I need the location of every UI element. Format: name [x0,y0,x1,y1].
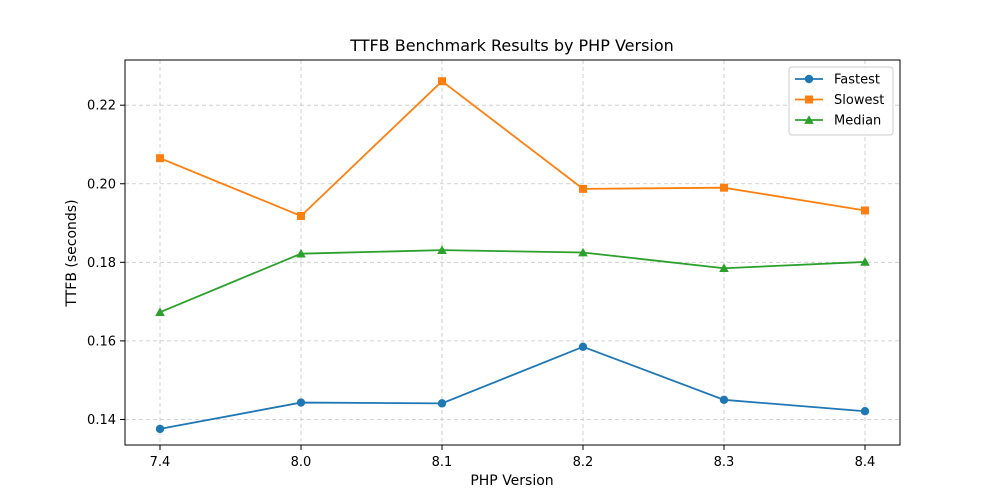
x-tick-label: 8.3 [714,455,735,470]
x-tick-label: 8.4 [855,455,876,470]
slowest-series [156,77,869,220]
y-tick-label: 0.16 [87,334,116,349]
slowest-point [438,77,446,86]
legend-fastest-label: Fastest [834,73,880,88]
fastest-series [155,342,870,434]
y-axis-label: TTFB (seconds) [64,199,80,307]
chart-title: TTFB Benchmark Results by PHP Version [349,36,674,55]
y-tick-label: 0.22 [87,99,116,114]
median-point [437,245,447,254]
legend: Fastest Slowest Median [788,66,894,136]
x-tick-label: 7.4 [150,455,171,470]
plot-area: 7.4 8.0 8.1 8.2 8.3 8.4 0.14 0.16 0.18 0.20 0.22 Fa… [87,59,901,470]
slowest-point [156,154,164,163]
y-tick-label: 0.14 [87,413,116,428]
fastest-point [155,424,165,434]
slowest-point [297,211,305,220]
x-tick-label: 8.0 [291,455,312,470]
fastest-point [578,342,588,351]
fastest-point [296,398,306,407]
median-line [159,249,866,314]
y-tick-label: 0.18 [87,256,116,271]
legend-fastest-marker [804,74,814,84]
median-point [578,247,588,257]
slowest-point [720,183,728,192]
legend-slowest-marker [805,95,813,104]
fastest-point [437,399,447,408]
median-point [860,257,870,266]
plot-frame [124,59,901,446]
legend-median-marker [804,115,814,124]
fastest-point [860,407,870,416]
median-point [719,263,729,273]
slowest-point [579,184,587,193]
legend-median-label: Median [834,114,881,129]
median-point [296,248,306,258]
fastest-point [719,395,729,405]
x-axis-label: PHP Version [470,473,553,489]
median-point [155,307,165,317]
y-tick-label: 0.20 [87,177,116,192]
legend-slowest-label: Slowest [834,93,884,108]
fastest-line [159,345,866,430]
median-series [155,245,870,317]
x-tick-label: 8.1 [432,455,453,470]
legend-box [788,66,894,136]
slowest-point [861,206,869,215]
slowest-line [159,80,866,218]
x-tick-label: 8.2 [573,455,594,470]
